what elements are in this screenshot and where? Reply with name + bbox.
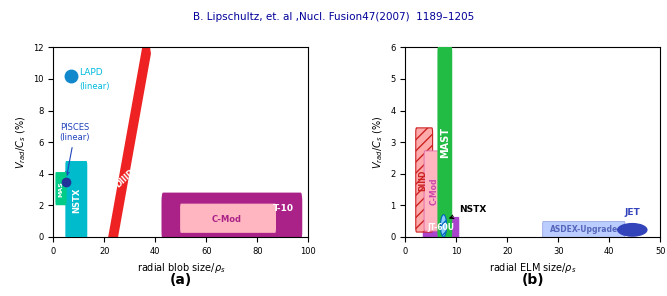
Text: MAST: MAST (440, 127, 450, 157)
Y-axis label: $V_{rad}/C_s$ (%): $V_{rad}/C_s$ (%) (14, 115, 27, 169)
Text: ASDEX-Upgrade: ASDEX-Upgrade (550, 225, 618, 234)
Text: JET: JET (624, 208, 640, 217)
Ellipse shape (617, 223, 648, 237)
X-axis label: radial blob size/$\rho_s$: radial blob size/$\rho_s$ (137, 261, 225, 275)
FancyBboxPatch shape (423, 217, 460, 239)
Text: PISCES
(linear): PISCES (linear) (60, 123, 90, 175)
Text: (linear): (linear) (79, 82, 109, 91)
Polygon shape (93, 23, 151, 296)
Text: DIIID: DIIID (113, 167, 136, 189)
Text: (a): (a) (169, 273, 192, 287)
Text: DIIID: DIIID (418, 169, 427, 191)
FancyBboxPatch shape (65, 161, 87, 240)
FancyBboxPatch shape (416, 128, 433, 232)
Text: C-Mod: C-Mod (212, 215, 241, 224)
Text: MAS: MAS (59, 181, 63, 197)
FancyBboxPatch shape (55, 172, 67, 205)
Y-axis label: $V_{rad}/C_s$ (%): $V_{rad}/C_s$ (%) (371, 115, 385, 169)
Ellipse shape (440, 215, 447, 237)
Text: NSTX: NSTX (450, 205, 486, 218)
Text: LAPD: LAPD (79, 68, 103, 77)
Text: T-10: T-10 (272, 204, 293, 213)
FancyBboxPatch shape (438, 46, 452, 238)
X-axis label: radial ELM size/$\rho_s$: radial ELM size/$\rho_s$ (489, 261, 576, 275)
Text: (b): (b) (522, 273, 544, 287)
FancyBboxPatch shape (424, 151, 441, 231)
Text: JT-60U: JT-60U (428, 223, 454, 232)
FancyBboxPatch shape (180, 204, 276, 233)
FancyBboxPatch shape (543, 222, 625, 238)
FancyBboxPatch shape (161, 193, 302, 240)
Text: NSTX: NSTX (72, 188, 81, 213)
Text: C-Mod: C-Mod (430, 177, 438, 205)
Text: B. Lipschultz, et. al ,Nucl. Fusion47(2007)  1189–1205: B. Lipschultz, et. al ,Nucl. Fusion47(20… (193, 12, 474, 22)
